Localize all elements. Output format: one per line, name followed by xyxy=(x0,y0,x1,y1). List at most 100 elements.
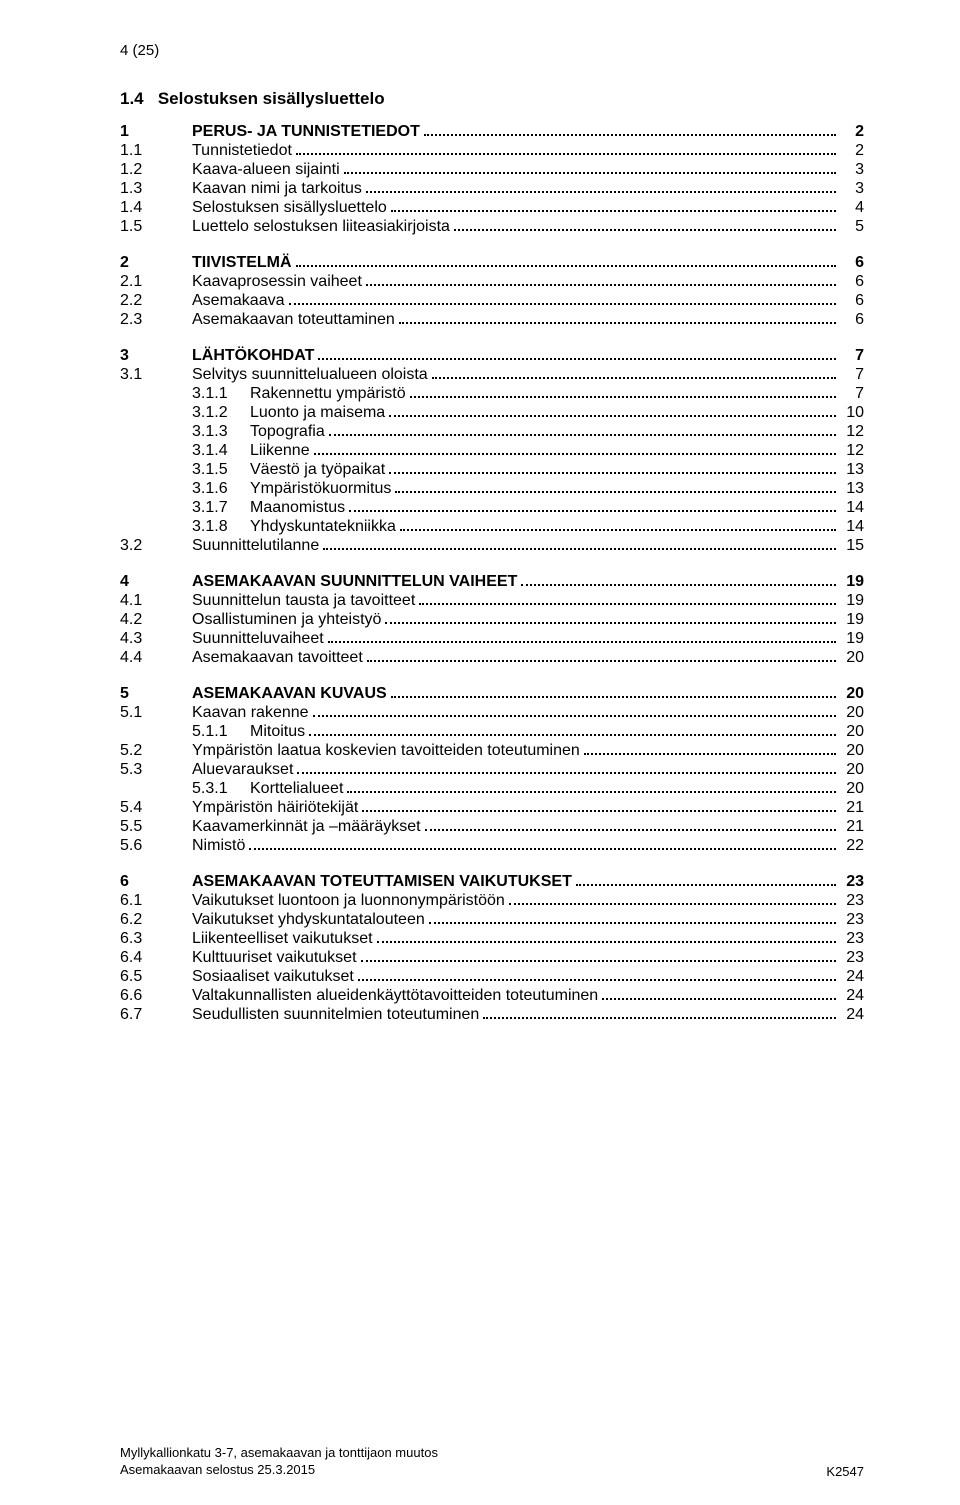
toc-number: 2 xyxy=(120,254,192,272)
toc-row: 3.1.8Yhdyskuntatekniikka14 xyxy=(120,518,864,536)
toc-number: 1.2 xyxy=(120,161,192,179)
toc-label: Kaavan nimi ja tarkoitus xyxy=(192,180,362,198)
toc-row: 5ASEMAKAAVAN KUVAUS20 xyxy=(120,685,864,703)
toc-leader xyxy=(429,913,836,924)
toc-label: Suunnittelutilanne xyxy=(192,537,319,555)
toc-page: 20 xyxy=(840,723,864,741)
page-indicator: 4 (25) xyxy=(120,42,864,59)
toc-row: 1.1Tunnistetiedot2 xyxy=(120,142,864,160)
toc-number: 3.1.6 xyxy=(120,480,250,498)
toc-page: 6 xyxy=(840,254,864,272)
toc-label: Väestö ja työpaikat xyxy=(250,461,385,479)
toc-row: 3.2Suunnittelutilanne15 xyxy=(120,537,864,555)
toc-leader xyxy=(399,313,836,324)
toc-label: Mitoitus xyxy=(250,723,305,741)
toc-leader xyxy=(389,406,836,417)
toc-label: Selostuksen sisällysluettelo xyxy=(192,199,387,217)
toc-number: 5.4 xyxy=(120,799,192,817)
toc-leader xyxy=(395,482,836,493)
toc-page: 24 xyxy=(840,968,864,986)
toc-block: 3LÄHTÖKOHDAT73.1Selvitys suunnittelualue… xyxy=(120,347,864,555)
toc-label: Kaavan rakenne xyxy=(192,704,309,722)
toc-page: 19 xyxy=(840,592,864,610)
toc-row: 6.7Seudullisten suunnitelmien toteutumin… xyxy=(120,1006,864,1024)
toc-number: 4.2 xyxy=(120,611,192,629)
toc-label: Asemakaavan toteuttaminen xyxy=(192,311,395,329)
toc-block: 6ASEMAKAAVAN TOTEUTTAMISEN VAIKUTUKSET23… xyxy=(120,873,864,1024)
toc-leader xyxy=(249,839,836,850)
toc-label: Ympäristön häiriötekijät xyxy=(192,799,358,817)
toc-leader xyxy=(358,970,836,981)
toc-page: 23 xyxy=(840,949,864,967)
toc-number: 5.1.1 xyxy=(120,723,250,741)
footer-left: Myllykallionkatu 3-7, asemakaavan ja ton… xyxy=(120,1444,438,1479)
toc-label: Kaava-alueen sijainti xyxy=(192,161,340,179)
toc-number: 4.1 xyxy=(120,592,192,610)
toc-number: 6.5 xyxy=(120,968,192,986)
toc-leader xyxy=(328,632,836,643)
toc-leader xyxy=(419,594,836,605)
toc-page: 6 xyxy=(840,311,864,329)
toc-leader xyxy=(296,144,836,155)
toc-row: 6.3Liikenteelliset vaikutukset23 xyxy=(120,930,864,948)
toc-label: Luonto ja maisema xyxy=(250,404,385,422)
toc-label: Liikenne xyxy=(250,442,310,460)
toc-leader xyxy=(329,425,836,436)
toc-label: Liikenteelliset vaikutukset xyxy=(192,930,373,948)
section-number: 1.4 xyxy=(120,89,144,108)
toc-row: 5.1.1Mitoitus 20 xyxy=(120,723,864,741)
toc-row: 5.1Kaavan rakenne20 xyxy=(120,704,864,722)
toc-number: 6.3 xyxy=(120,930,192,948)
toc-row: 5.5Kaavamerkinnät ja –määräykset21 xyxy=(120,818,864,836)
toc-page: 22 xyxy=(840,837,864,855)
toc-leader xyxy=(391,201,836,212)
toc-label: Suunnitteluvaiheet xyxy=(192,630,324,648)
toc-number: 6 xyxy=(120,873,192,891)
toc-page: 7 xyxy=(840,385,864,403)
toc-row: 5.3.1Korttelialueet20 xyxy=(120,780,864,798)
toc-label: PERUS- JA TUNNISTETIEDOT xyxy=(192,123,420,141)
toc-leader xyxy=(509,894,836,905)
toc-label: Sosiaaliset vaikutukset xyxy=(192,968,354,986)
toc-row: 1PERUS- JA TUNNISTETIEDOT2 xyxy=(120,123,864,141)
toc-leader xyxy=(297,763,836,774)
toc-page: 12 xyxy=(840,442,864,460)
toc-leader xyxy=(410,387,836,398)
toc-row: 4.1Suunnittelun tausta ja tavoitteet19 xyxy=(120,592,864,610)
toc-label: Vaikutukset yhdyskuntatalouteen xyxy=(192,911,425,929)
toc-label: Topografia xyxy=(250,423,325,441)
toc-row: 1.2Kaava-alueen sijainti 3 xyxy=(120,161,864,179)
toc-number: 1.5 xyxy=(120,218,192,236)
toc-row: 3.1.1Rakennettu ympäristö7 xyxy=(120,385,864,403)
toc-page: 20 xyxy=(840,685,864,703)
toc-leader xyxy=(314,444,836,455)
toc-number: 2.1 xyxy=(120,273,192,291)
toc-block: 4ASEMAKAAVAN SUUNNITTELUN VAIHEET194.1Su… xyxy=(120,573,864,667)
toc-leader xyxy=(602,989,836,1000)
toc-page: 10 xyxy=(840,404,864,422)
toc-page: 7 xyxy=(840,347,864,365)
toc-page: 14 xyxy=(840,499,864,517)
toc-leader xyxy=(377,932,836,943)
toc-leader xyxy=(289,294,837,305)
toc-label: ASEMAKAAVAN KUVAUS xyxy=(192,685,387,703)
toc-leader xyxy=(367,651,836,662)
toc-leader xyxy=(313,706,836,717)
toc-page: 2 xyxy=(840,123,864,141)
toc-block: 2TIIVISTELMÄ62.1Kaavaprosessin vaiheet62… xyxy=(120,254,864,329)
toc-number: 3.1.2 xyxy=(120,404,250,422)
toc-leader xyxy=(344,163,836,174)
toc-leader xyxy=(454,220,836,231)
toc-row: 3.1.3Topografia12 xyxy=(120,423,864,441)
toc-number: 3.2 xyxy=(120,537,192,555)
toc-page: 3 xyxy=(840,161,864,179)
toc-row: 3.1.4Liikenne12 xyxy=(120,442,864,460)
toc-page: 20 xyxy=(840,780,864,798)
toc-label: Selvitys suunnittelualueen oloista xyxy=(192,366,428,384)
toc-number: 2.2 xyxy=(120,292,192,310)
section-heading: Selostuksen sisällysluettelo xyxy=(158,89,385,108)
toc-row: 4ASEMAKAAVAN SUUNNITTELUN VAIHEET19 xyxy=(120,573,864,591)
toc-number: 6.7 xyxy=(120,1006,192,1024)
toc-row: 5.3Aluevaraukset20 xyxy=(120,761,864,779)
toc-number: 3.1.8 xyxy=(120,518,250,536)
